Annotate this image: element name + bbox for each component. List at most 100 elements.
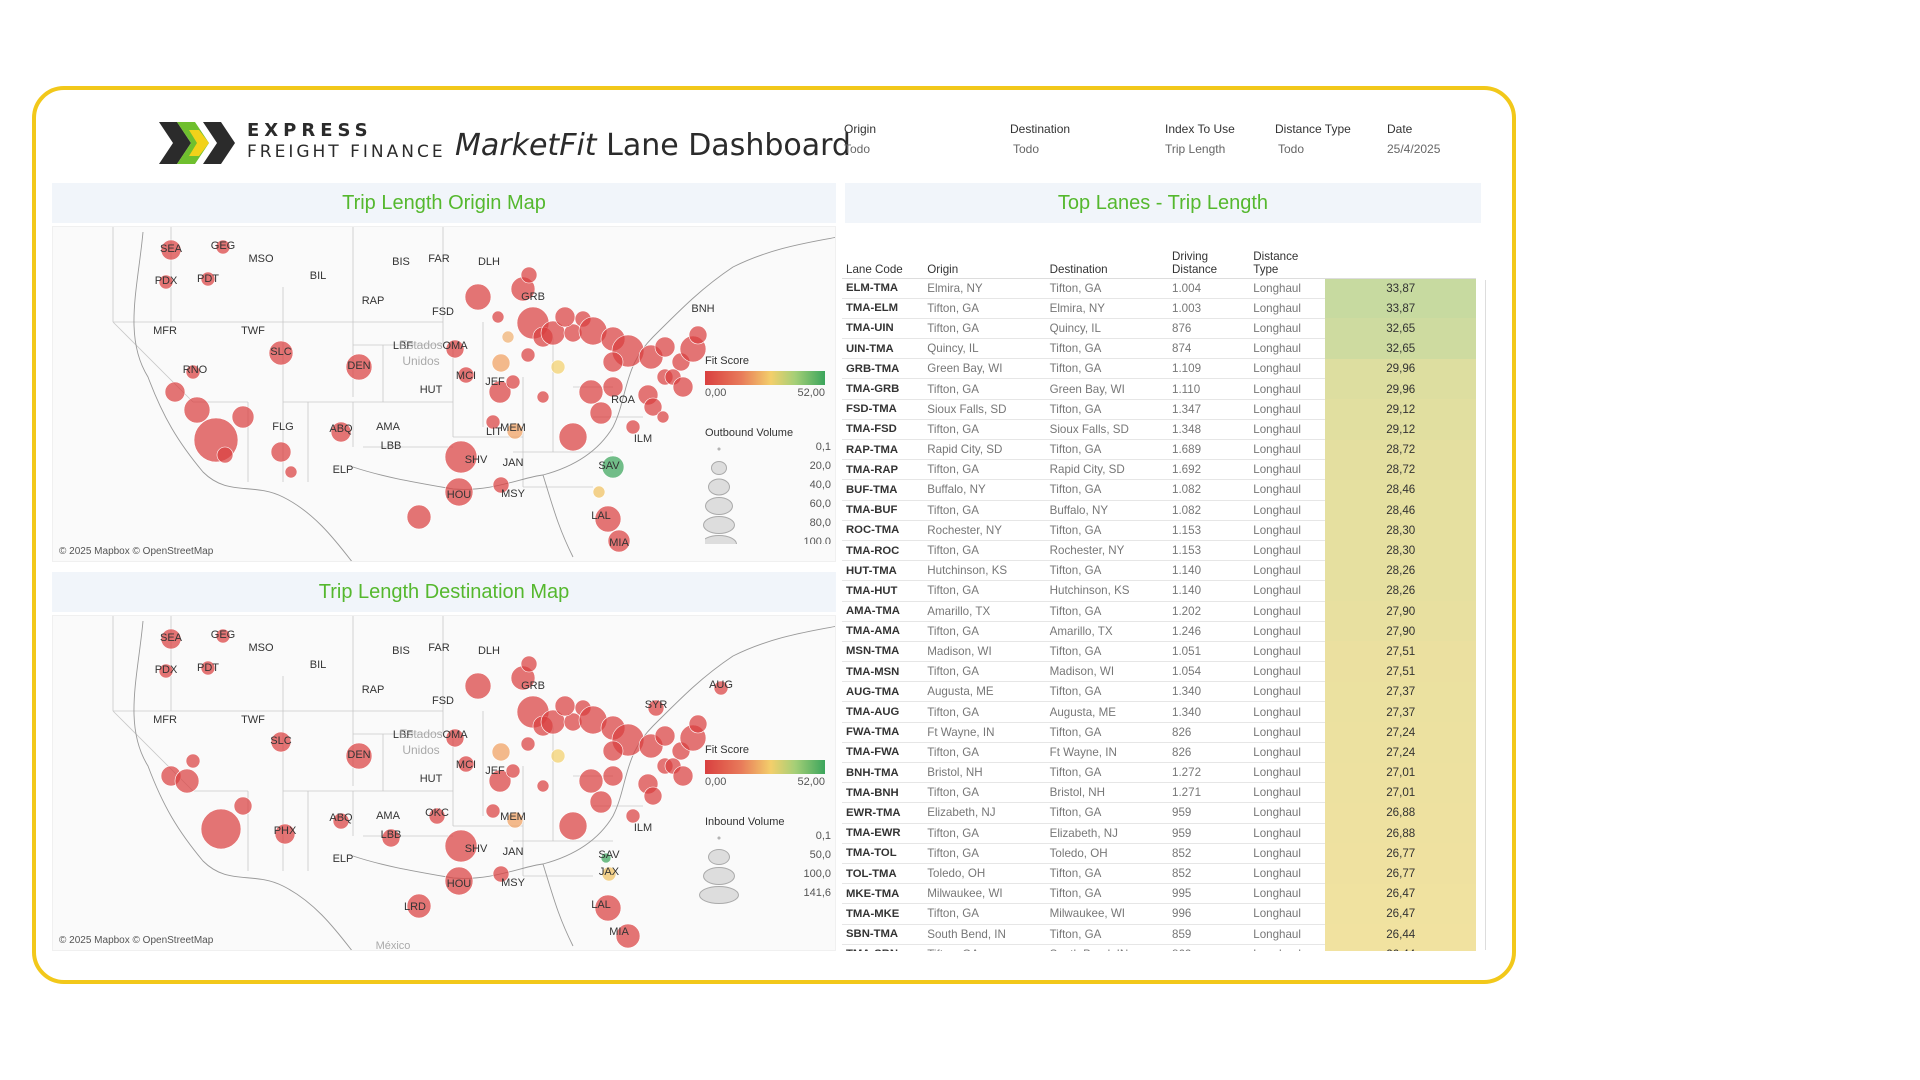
table-row[interactable]: RAP-TMA Rapid City, SD Tifton, GA 1.689 Long… xyxy=(842,439,1476,461)
table-row[interactable]: TMA-FSD Tifton, GA Sioux Falls, SD 1.348 Lon… xyxy=(842,419,1476,441)
volume-bubble[interactable] xyxy=(501,330,515,344)
volume-bubble[interactable] xyxy=(174,768,200,794)
volume-bubble[interactable] xyxy=(457,366,475,384)
volume-bubble[interactable] xyxy=(506,422,524,440)
volume-bubble[interactable] xyxy=(602,376,624,398)
volume-bubble[interactable] xyxy=(444,477,474,507)
filter-destination[interactable]: Destination Todo xyxy=(1010,122,1070,156)
volume-bubble[interactable] xyxy=(464,283,492,311)
filter-value[interactable]: Todo xyxy=(1278,142,1305,156)
volume-bubble[interactable] xyxy=(485,803,501,819)
volume-bubble[interactable] xyxy=(445,339,465,359)
volume-bubble[interactable] xyxy=(158,663,174,679)
volume-bubble[interactable] xyxy=(345,742,373,770)
table-row[interactable]: TMA-EWR Tifton, GA Elizabeth, NJ 959 Longhau… xyxy=(842,823,1476,844)
volume-bubble[interactable] xyxy=(615,923,641,949)
volume-bubble[interactable] xyxy=(491,310,505,324)
table-row[interactable]: FSD-TMA Sioux Falls, SD Tifton, GA 1.347 Lon… xyxy=(842,399,1476,420)
volume-bubble[interactable] xyxy=(654,336,676,358)
col-header-lane-code[interactable]: Lane Code xyxy=(842,243,924,279)
table-row[interactable]: BUF-TMA Buffalo, NY Tifton, GA 1.082 Longhau… xyxy=(842,479,1476,501)
volume-bubble[interactable] xyxy=(505,374,521,390)
table-row[interactable]: TMA-TOL Tifton, GA Toledo, OH 852 Longhaul 26… xyxy=(842,843,1476,864)
table-row[interactable]: TMA-AMA Tifton, GA Amarillo, TX 1.246 Longha… xyxy=(842,621,1476,642)
volume-bubble[interactable] xyxy=(505,763,521,779)
table-row[interactable]: TMA-BNH Tifton, GA Bristol, NH 1.271 Longhau… xyxy=(842,782,1476,804)
table-row[interactable]: TMA-AUG Tifton, GA Augusta, ME 1.340 Longhau… xyxy=(842,701,1476,723)
volume-bubble[interactable] xyxy=(672,376,694,398)
volume-bubble[interactable] xyxy=(444,440,478,474)
volume-bubble[interactable] xyxy=(200,271,216,287)
volume-bubble[interactable] xyxy=(485,414,501,430)
table-row[interactable]: TMA-MKE Tifton, GA Milwaukee, WI 996 Longhau… xyxy=(842,903,1476,925)
volume-bubble[interactable] xyxy=(345,353,373,381)
volume-bubble[interactable] xyxy=(656,410,670,424)
volume-bubble[interactable] xyxy=(672,765,694,787)
table-row[interactable]: TMA-HUT Tifton, GA Hutchinson, KS 1.140 Long… xyxy=(842,580,1476,602)
table-row[interactable]: SBN-TMA South Bend, IN Tifton, GA 859 Longha… xyxy=(842,924,1476,945)
table-row[interactable]: TMA-GRB Tifton, GA Green Bay, WI 1.110 Longh… xyxy=(842,378,1476,400)
filter-value[interactable]: Todo xyxy=(844,142,871,156)
volume-bubble[interactable] xyxy=(444,829,478,863)
table-row[interactable]: UIN-TMA Quincy, IL Tifton, GA 874 Longhaul 32… xyxy=(842,338,1476,360)
filter-distance-type[interactable]: Distance Type Todo xyxy=(1275,122,1351,156)
table-row[interactable]: MKE-TMA Milwaukee, WI Tifton, GA 995 Longhau… xyxy=(842,883,1476,905)
table-row[interactable]: GRB-TMA Green Bay, WI Tifton, GA 1.109 Longh… xyxy=(842,358,1476,380)
table-row[interactable]: HUT-TMA Hutchinson, KS Tifton, GA 1.140 Long… xyxy=(842,560,1476,582)
volume-bubble[interactable] xyxy=(594,505,622,533)
filter-value[interactable]: Trip Length xyxy=(1165,142,1226,156)
volume-bubble[interactable] xyxy=(492,865,510,883)
volume-bubble[interactable] xyxy=(488,769,512,793)
volume-bubble[interactable] xyxy=(160,239,182,261)
volume-bubble[interactable] xyxy=(550,748,566,764)
volume-bubble[interactable] xyxy=(274,823,296,845)
volume-bubble[interactable] xyxy=(488,380,512,404)
volume-bubble[interactable] xyxy=(625,419,641,435)
table-row[interactable]: TMA-ROC Tifton, GA Rochester, NY 1.153 Longh… xyxy=(842,540,1476,562)
volume-bubble[interactable] xyxy=(160,628,182,650)
volume-bubble[interactable] xyxy=(589,790,613,814)
volume-bubble[interactable] xyxy=(550,359,566,375)
volume-bubble[interactable] xyxy=(601,866,617,882)
volume-bubble[interactable] xyxy=(602,740,624,762)
volume-bubble[interactable] xyxy=(558,811,588,841)
volume-bubble[interactable] xyxy=(592,485,606,499)
volume-bubble[interactable] xyxy=(491,742,511,762)
table-row[interactable]: ROC-TMA Rochester, NY Tifton, GA 1.153 Longh… xyxy=(842,520,1476,541)
table-row[interactable]: AMA-TMA Amarillo, TX Tifton, GA 1.202 Longha… xyxy=(842,601,1476,622)
volume-bubble[interactable] xyxy=(215,628,231,644)
origin-map-canvas[interactable]: SEA GEG MSO PDX PDT BIL BIS FAR DLH MFR TWF RAP FSD G… xyxy=(53,227,836,562)
volume-bubble[interactable] xyxy=(602,351,624,373)
volume-bubble[interactable] xyxy=(284,465,298,479)
volume-bubble[interactable] xyxy=(601,455,625,479)
destination-map-canvas[interactable]: SEA GEG MSO PDX PDT BIL BIS FAR DLH AUG MFR TWF RAP F… xyxy=(53,616,836,951)
volume-bubble[interactable] xyxy=(554,306,576,328)
table-row[interactable]: MSN-TMA Madison, WI Tifton, GA 1.051 Longhau… xyxy=(842,641,1476,663)
volume-bubble[interactable] xyxy=(270,731,292,753)
volume-bubble[interactable] xyxy=(445,728,465,748)
table-row[interactable]: TMA-FWA Tifton, GA Ft Wayne, IN 826 Longhaul… xyxy=(842,742,1476,764)
volume-bubble[interactable] xyxy=(688,325,708,345)
filter-value[interactable]: Todo xyxy=(1013,142,1040,156)
table-row[interactable]: TOL-TMA Toledo, OH Tifton, GA 852 Longhaul 26… xyxy=(842,863,1476,885)
volume-bubble[interactable] xyxy=(589,401,613,425)
table-row[interactable]: TMA-UIN Tifton, GA Quincy, IL 876 Longhaul 32… xyxy=(842,318,1476,340)
filter-origin[interactable]: Origin Todo xyxy=(844,122,876,156)
filter-index[interactable]: Index To Use Trip Length xyxy=(1165,122,1235,156)
volume-bubble[interactable] xyxy=(215,239,231,255)
col-header-destination[interactable]: Destination xyxy=(1045,243,1168,279)
volume-bubble[interactable] xyxy=(558,422,588,452)
volume-bubble[interactable] xyxy=(268,340,294,366)
volume-bubble[interactable] xyxy=(185,753,201,769)
filter-value[interactable]: 25/4/2025 xyxy=(1387,142,1441,156)
volume-bubble[interactable] xyxy=(183,396,211,424)
volume-bubble[interactable] xyxy=(185,364,201,380)
table-row[interactable]: ELM-TMA Elmira, NY Tifton, GA 1.004 Longhaul… xyxy=(842,278,1476,299)
table-scrollbar[interactable] xyxy=(1485,280,1497,950)
volume-bubble[interactable] xyxy=(492,476,510,494)
top-lanes-table[interactable]: Lane Code Origin Destination Driving Dist… xyxy=(842,243,1497,951)
filter-date[interactable]: Date 25/4/2025 xyxy=(1387,122,1440,156)
volume-bubble[interactable] xyxy=(332,812,350,830)
table-row[interactable]: TMA-ELM Tifton, GA Elmira, NY 1.003 Longhaul… xyxy=(842,298,1476,319)
volume-bubble[interactable] xyxy=(520,736,536,752)
